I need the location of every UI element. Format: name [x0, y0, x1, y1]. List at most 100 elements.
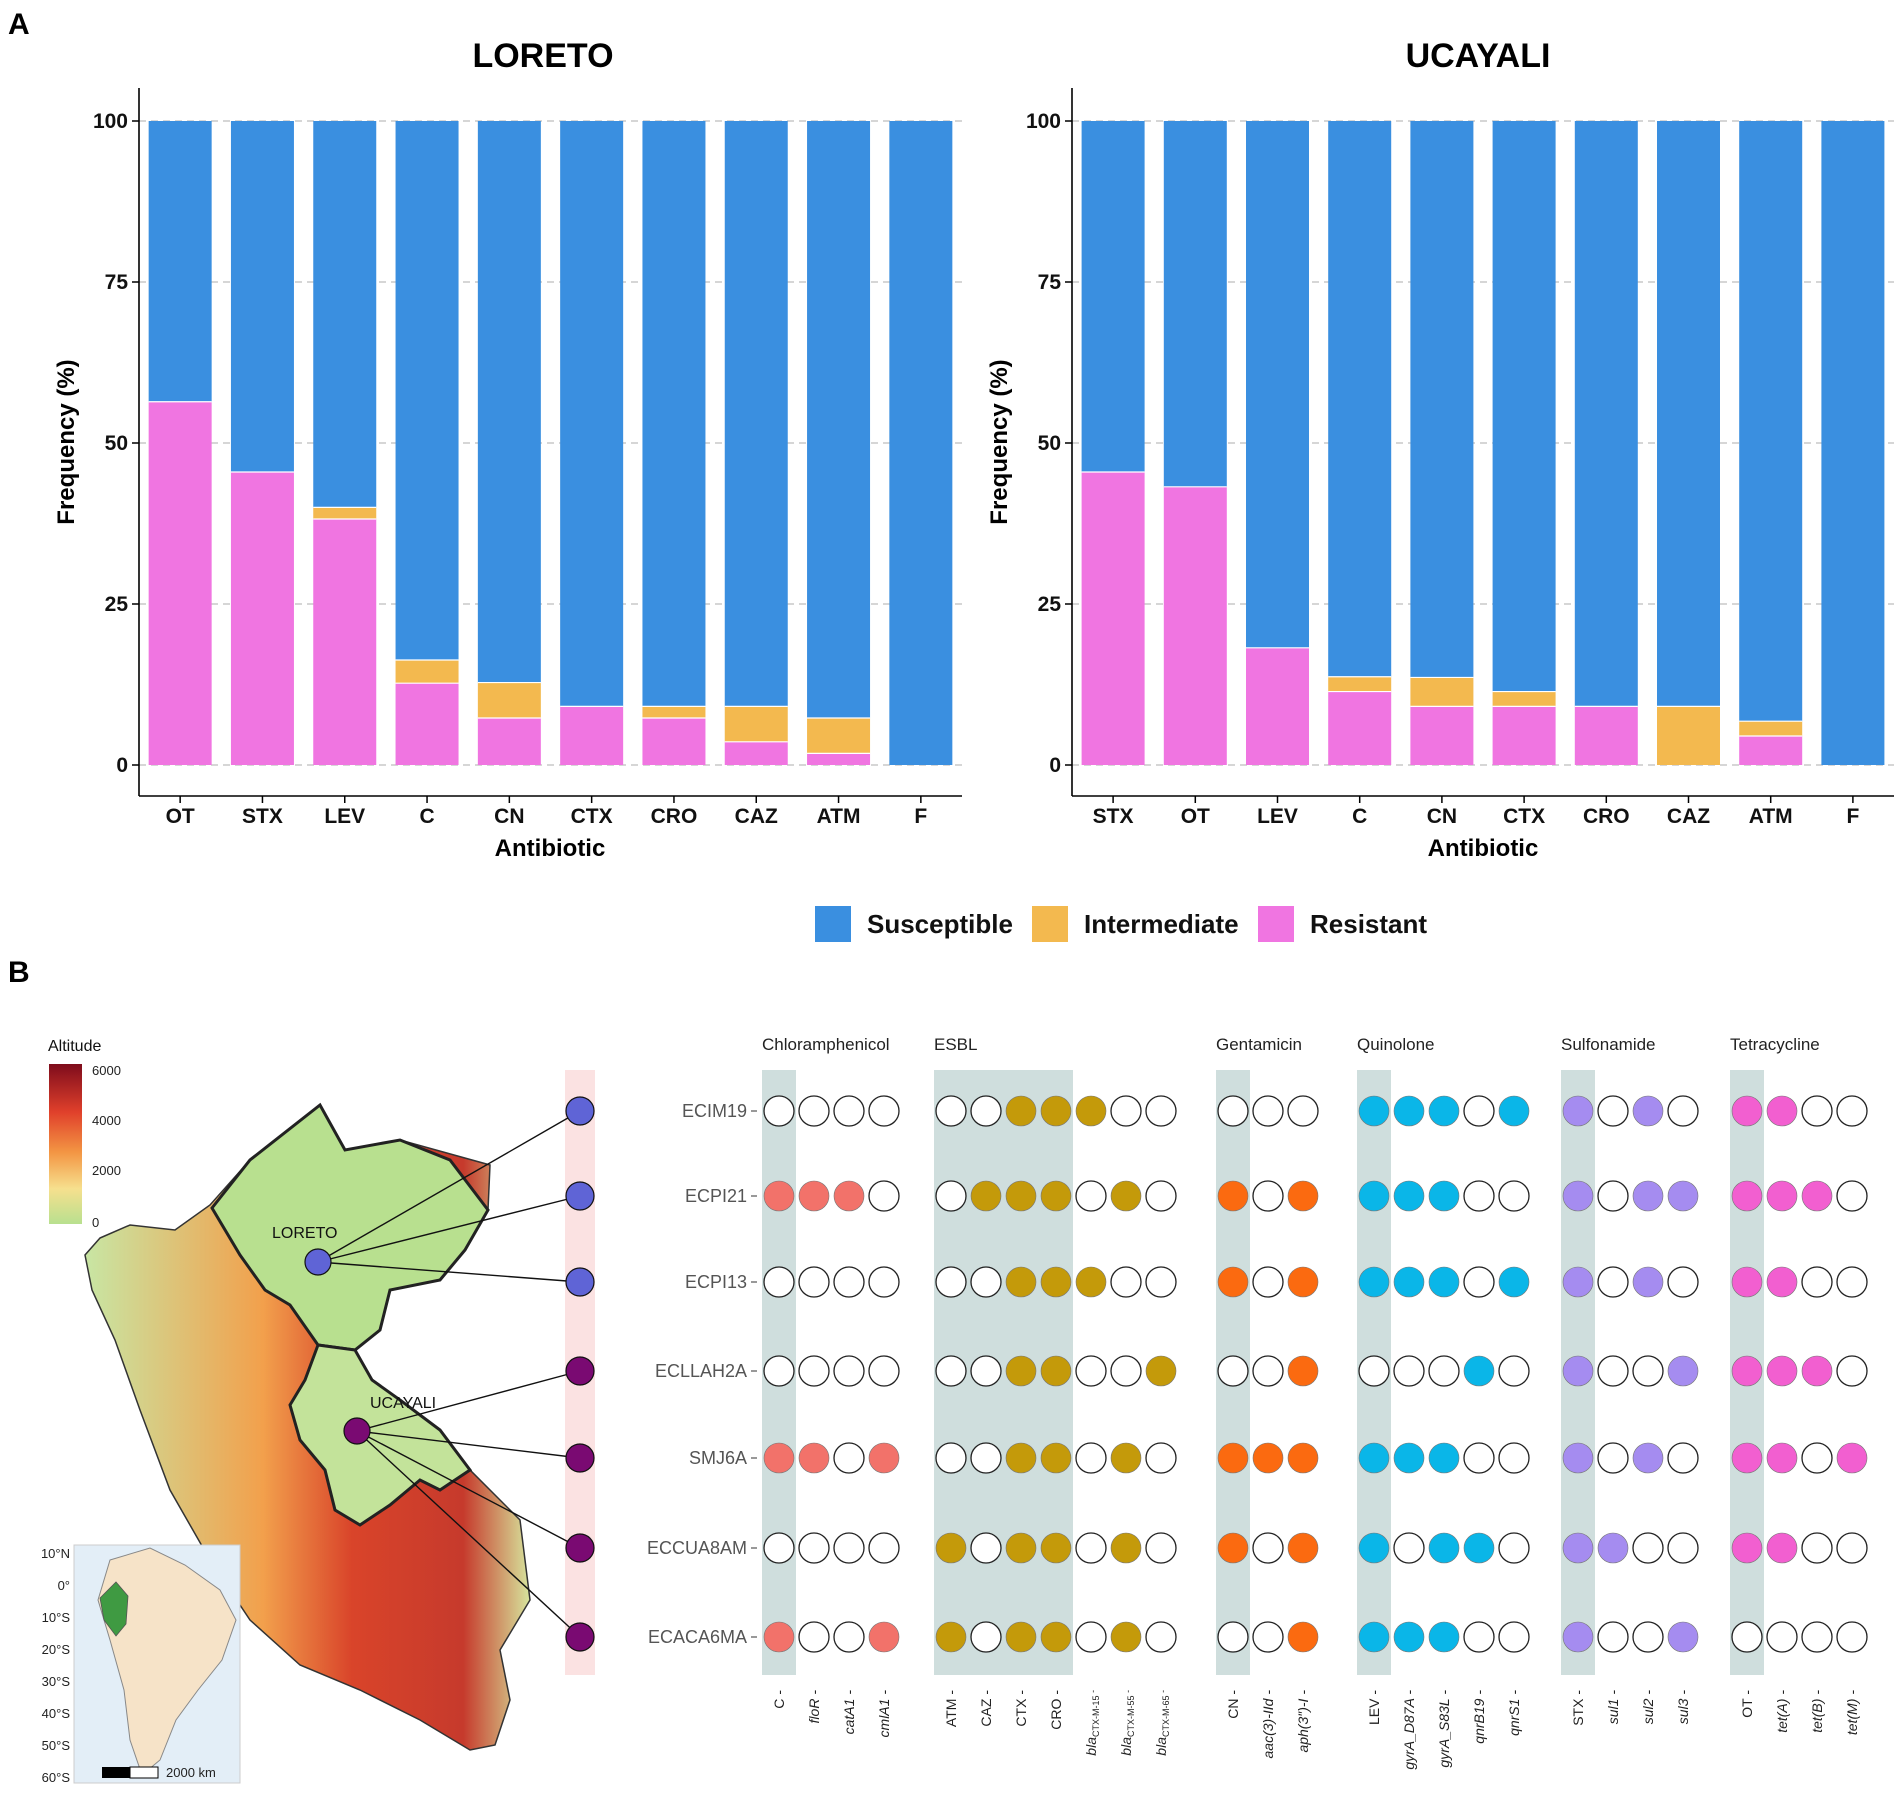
matrix-cell: [1005, 1180, 1037, 1212]
column-label: tet(B) -: [1809, 1690, 1825, 1733]
bar-intermediate: [807, 717, 871, 754]
matrix-cell: [868, 1266, 900, 1298]
x-tick-label: CAZ: [735, 805, 778, 828]
matrix-cell: [1597, 1621, 1629, 1653]
column-label: OT -: [1739, 1690, 1755, 1718]
matrix-cell: [1667, 1266, 1699, 1298]
column-label-dash: -: [1471, 1690, 1487, 1699]
column-label-text: CTX: [1013, 1698, 1029, 1727]
isolate-label: ECIM19: [682, 1101, 747, 1121]
column-label-text: gyrA_D87A: [1401, 1698, 1417, 1769]
isolate-label: ECACA6MA: [648, 1627, 747, 1647]
column-label: LEV -: [1366, 1690, 1382, 1725]
x-tick-label: ATM: [1749, 805, 1793, 828]
bar-resistant: [560, 706, 624, 765]
matrix-cell: [1498, 1095, 1530, 1127]
matrix-cell: [1005, 1442, 1037, 1474]
group-label-sulfonamide: Sulfonamide: [1561, 1035, 1656, 1054]
matrix-cell: [1766, 1095, 1798, 1127]
bar-resistant: [395, 683, 459, 765]
matrix-cell: [1667, 1621, 1699, 1653]
column-label: catA1 -: [841, 1690, 857, 1735]
matrix-cell: [798, 1532, 830, 1564]
matrix-cell: [1287, 1095, 1319, 1127]
matrix-cell: [1145, 1266, 1177, 1298]
matrix-cell: [1632, 1532, 1664, 1564]
bar-intermediate: [1657, 706, 1720, 765]
column-label-dash: -: [1436, 1690, 1452, 1699]
column-label-text: CAZ: [978, 1698, 994, 1726]
column-label: aac(3)-IId -: [1260, 1690, 1276, 1759]
matrix-cell: [833, 1532, 865, 1564]
column-label-sub: CTX-M-15: [1091, 1696, 1101, 1738]
column-label-dash: -: [1013, 1690, 1029, 1699]
matrix-cell: [1358, 1442, 1390, 1474]
group-label-gentamicin: Gentamicin: [1216, 1035, 1302, 1054]
matrix-cell: [1217, 1621, 1249, 1653]
matrix-cell: [1075, 1095, 1107, 1127]
x-tick-label: CAZ: [1667, 805, 1710, 828]
matrix-cell: [1040, 1266, 1072, 1298]
matrix-cell: [1358, 1180, 1390, 1212]
matrix-cell: [1145, 1621, 1177, 1653]
matrix-cell: [1836, 1532, 1868, 1564]
y-axis-label: Frequency (%): [986, 359, 1013, 524]
matrix-cell: [1836, 1621, 1868, 1653]
matrix-cell: [1252, 1442, 1284, 1474]
matrix-cell: [1393, 1095, 1425, 1127]
column-label-dash: -: [943, 1690, 959, 1699]
matrix-cell: [868, 1532, 900, 1564]
site-marker: [565, 1533, 595, 1563]
matrix-cell: [1498, 1442, 1530, 1474]
inset-lat-tick: 50°S: [42, 1738, 71, 1753]
bar-resistant: [1492, 706, 1556, 765]
column-label: STX -: [1570, 1690, 1586, 1726]
matrix-cell: [970, 1355, 1002, 1387]
x-tick-label: OT: [1181, 805, 1210, 828]
matrix-cell: [1766, 1532, 1798, 1564]
matrix-cell: [1252, 1180, 1284, 1212]
column-label-dash: -: [841, 1690, 857, 1699]
matrix-cell: [1562, 1621, 1594, 1653]
inset-lat-tick: 30°S: [42, 1674, 71, 1689]
y-tick-label: 100: [1026, 110, 1061, 133]
inset-lat-tick: 10°S: [42, 1610, 71, 1625]
column-label: tet(A) -: [1774, 1690, 1790, 1733]
matrix-cell: [935, 1442, 967, 1474]
x-tick-label: C: [1352, 805, 1367, 828]
matrix-cell: [1731, 1532, 1763, 1564]
matrix-cell: [970, 1621, 1002, 1653]
group-label-tetracycline: Tetracycline: [1730, 1035, 1820, 1054]
matrix-cell: [1110, 1355, 1142, 1387]
matrix-cell: [1428, 1442, 1460, 1474]
matrix-cell: [970, 1180, 1002, 1212]
matrix-cell: [1801, 1442, 1833, 1474]
matrix-cell: [833, 1095, 865, 1127]
column-label: cmlA1 -: [876, 1690, 892, 1738]
matrix-cell: [1217, 1180, 1249, 1212]
scale-bar-white: [129, 1766, 159, 1779]
column-label-sub: CTX-M-55: [1126, 1696, 1136, 1738]
y-tick-label: 0: [1049, 754, 1061, 777]
matrix-cell: [1393, 1355, 1425, 1387]
matrix-cell: [1075, 1180, 1107, 1212]
matrix-cell: [1252, 1532, 1284, 1564]
matrix-cell: [833, 1355, 865, 1387]
matrix-cell: [868, 1442, 900, 1474]
matrix-cell: [1217, 1266, 1249, 1298]
x-tick-label: LEV: [324, 805, 365, 828]
x-tick-label: STX: [1093, 805, 1134, 828]
x-tick-label: CN: [494, 805, 524, 828]
matrix-cell: [1358, 1266, 1390, 1298]
bar-resistant: [642, 717, 706, 765]
bar-susceptible: [1492, 121, 1556, 692]
ucayali-region: [288, 1343, 473, 1527]
bar-susceptible: [1163, 121, 1227, 487]
bar-susceptible: [1739, 121, 1803, 722]
matrix-cell: [798, 1442, 830, 1474]
matrix-cell: [1463, 1266, 1495, 1298]
scale-bar-label: 2000 km: [166, 1765, 216, 1780]
column-label-dash: -: [1295, 1690, 1311, 1699]
bar-susceptible: [230, 121, 294, 472]
isolate-label: SMJ6A: [689, 1448, 747, 1468]
